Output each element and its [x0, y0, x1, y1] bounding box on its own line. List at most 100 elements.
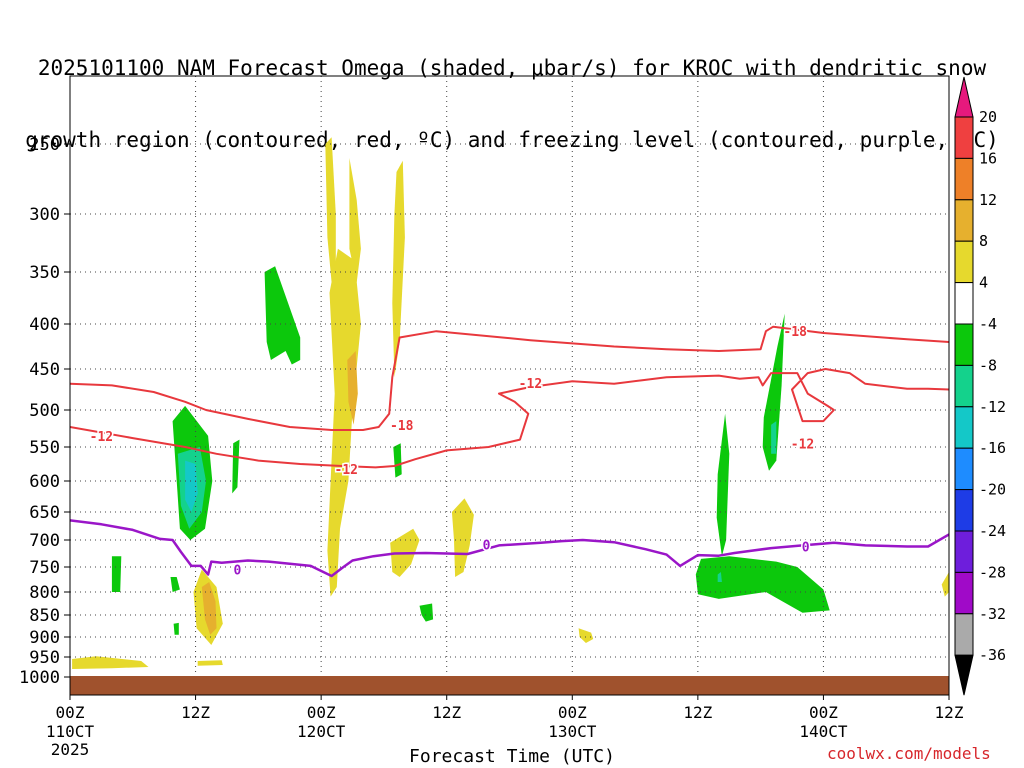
x-tick-date: 120CT: [297, 722, 346, 741]
contour-lines: [70, 325, 949, 578]
omega-region: [578, 628, 594, 643]
colorbar-label: -12: [979, 398, 1006, 416]
x-tick-date: 110CT: [46, 722, 95, 741]
y-tick-label: 800: [29, 583, 60, 603]
contour-label: -18: [390, 419, 414, 434]
omega-region: [325, 137, 336, 283]
colorbar-swatch: [954, 364, 974, 408]
colorbar-label: 12: [979, 191, 997, 209]
colorbar: 20 16 12 8 4 -4 -8 -12 -16 -20 -24 -28 -32 -36: [954, 76, 1006, 696]
x-tick-label: 12Z: [181, 703, 210, 722]
omega-region: [392, 160, 405, 378]
contour-label: -12: [791, 437, 814, 452]
x-tick-label: 00Z: [558, 703, 587, 722]
contour-labels: -12 -12 -12 -12 -18 -18 0 0 0: [88, 324, 816, 580]
credit-text: coolwx.com/models: [827, 744, 991, 763]
contour-label: 0: [483, 538, 491, 553]
omega-region: [349, 158, 361, 283]
y-tick-label: 350: [29, 263, 60, 283]
dgz-contour: [70, 325, 949, 431]
omega-region: [185, 460, 198, 512]
colorbar-label: -8: [979, 356, 997, 374]
y-tick-label: 950: [29, 648, 60, 668]
colorbar-swatch: [954, 447, 974, 491]
y-tick-label: 300: [29, 205, 60, 225]
omega-region: [111, 556, 122, 592]
omega-shaded-fields: [72, 137, 949, 669]
colorbar-swatch: [954, 613, 974, 656]
omega-region: [264, 266, 301, 365]
contour-label: -18: [783, 325, 807, 340]
colorbar-label: 16: [979, 149, 997, 167]
y-tick-label: 250: [29, 135, 60, 155]
colorbar-label: -36: [979, 646, 1006, 664]
omega-region: [941, 572, 949, 597]
colorbar-over-arrow: [954, 76, 974, 118]
x-tick-label: 12Z: [683, 703, 712, 722]
omega-region: [419, 603, 434, 622]
y-tick-label: 550: [29, 438, 60, 458]
omega-region: [762, 313, 785, 471]
omega-region: [717, 572, 722, 582]
colorbar-label: -16: [979, 439, 1006, 457]
colorbar-swatch: [954, 282, 974, 325]
omega-region: [695, 556, 830, 613]
x-tick-year: 2025: [51, 740, 90, 759]
x-tick-date: 130CT: [548, 722, 597, 741]
contour-label: -12: [90, 430, 113, 445]
colorbar-label: 4: [979, 274, 988, 292]
x-tick-label: 00Z: [809, 703, 838, 722]
y-axis: 2503003504004505005506006507007508008509…: [19, 135, 70, 688]
colorbar-swatch: [954, 530, 974, 573]
colorbar-swatch: [954, 406, 974, 449]
contour-label: -12: [519, 377, 542, 392]
y-tick-label: 900: [29, 628, 60, 648]
omega-region: [201, 582, 217, 635]
x-tick-label: 00Z: [56, 703, 85, 722]
x-tick-date: 140CT: [799, 722, 848, 741]
colorbar-swatch: [954, 116, 974, 159]
dgz-contour: [70, 368, 949, 469]
x-tick-label: 12Z: [432, 703, 461, 722]
y-tick-label: 700: [29, 531, 60, 551]
omega-region: [72, 656, 149, 669]
freezing-level-contour: [70, 519, 949, 578]
colorbar-label: -28: [979, 563, 1006, 581]
contour-label: -12: [335, 463, 358, 478]
x-tick-label: 12Z: [935, 703, 964, 722]
y-tick-label: 500: [29, 401, 60, 421]
x-tick-label: 00Z: [307, 703, 336, 722]
colorbar-swatch: [954, 323, 974, 366]
omega-region: [716, 413, 730, 557]
title-line-2: growth region (contoured, red, ºC) and f…: [25, 128, 999, 152]
colorbar-swatch: [954, 157, 974, 201]
colorbar-label: -24: [979, 522, 1006, 540]
omega-region: [170, 577, 180, 592]
colorbar-swatch: [954, 240, 974, 284]
colorbar-label: -20: [979, 481, 1006, 499]
colorbar-label: 20: [979, 108, 997, 126]
contour-label: 0: [234, 564, 242, 579]
colorbar-swatch: [954, 489, 974, 532]
omega-region: [197, 660, 223, 666]
colorbar-label: 8: [979, 232, 988, 250]
omega-region: [327, 248, 361, 597]
y-tick-label: 850: [29, 606, 60, 626]
y-tick-label: 650: [29, 503, 60, 523]
colorbar-label: -4: [979, 315, 997, 333]
y-tick-label: 400: [29, 315, 60, 335]
y-tick-label: 1000: [19, 668, 60, 688]
colorbar-label: -32: [979, 605, 1006, 623]
omega-region: [232, 439, 240, 494]
y-tick-label: 600: [29, 472, 60, 492]
colorbar-swatch: [954, 571, 974, 615]
omega-region: [393, 443, 402, 478]
y-tick-label: 750: [29, 558, 60, 578]
omega-region: [173, 622, 179, 635]
plot-frame: [69, 75, 950, 696]
contour-label: 0: [802, 540, 810, 555]
colorbar-under-arrow: [954, 654, 974, 696]
ground-surface: [70, 676, 949, 695]
